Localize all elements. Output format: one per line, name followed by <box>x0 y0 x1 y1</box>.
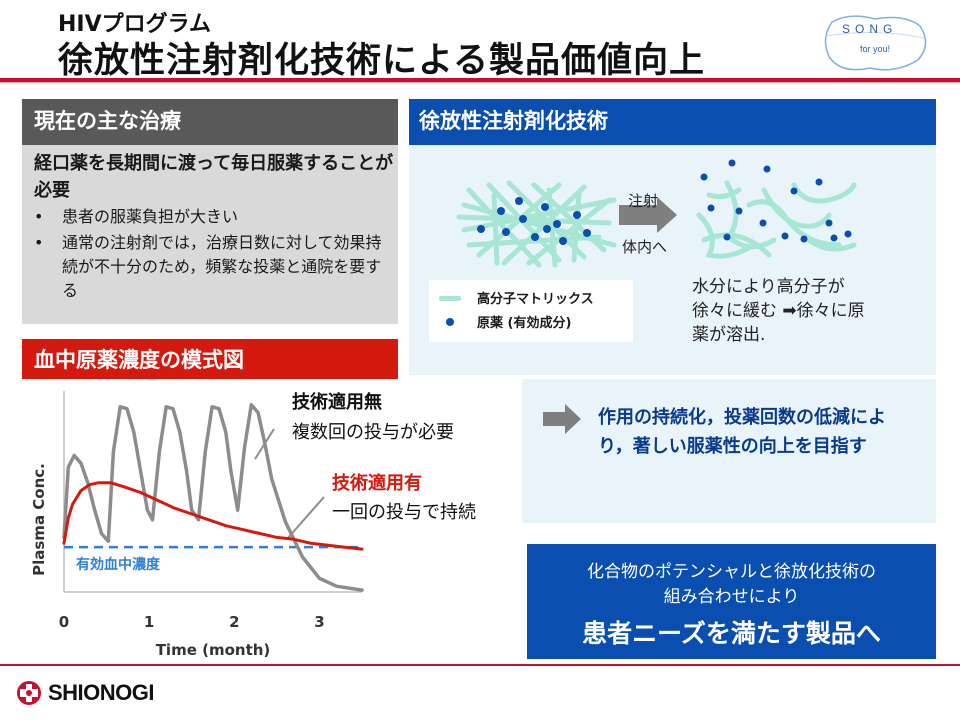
drug-legend-swatch <box>446 318 454 326</box>
technology-heading: 徐放性注射剤化技術 <box>409 99 936 145</box>
matrix-legend-swatch <box>439 296 461 301</box>
conclusion-line-2: 組み合わせにより <box>663 587 800 607</box>
x-tick-label: 1 <box>144 613 154 631</box>
no-tech-description: 複数回の投与が必要 <box>292 422 454 443</box>
x-tick-label: 0 <box>59 613 69 631</box>
page-title: 徐放性注射剤化技術による製品価値向上 <box>58 41 705 81</box>
no-tech-title: 技術適用無 <box>292 392 382 413</box>
concentration-chart: 有効血中濃度 0 1 2 3 Time (month) Plasma Conc. <box>30 391 364 659</box>
series-line-no-tech <box>62 403 364 592</box>
current-treatment-heading: 現在の主な治療 <box>22 99 398 145</box>
with-tech-pointer <box>286 496 325 540</box>
with-tech-description: 一回の投与で持続 <box>332 502 476 523</box>
y-axis-title: Plasma Conc. <box>30 463 48 576</box>
header-divider-shadow <box>0 82 960 83</box>
diagram-legend <box>429 280 633 342</box>
series-line-with-tech <box>62 481 364 551</box>
drug-particles-after <box>700 159 852 243</box>
mechanism-description: 水分により高分子が徐々に緩む ➡徐々に原薬が溶出. <box>692 277 865 345</box>
song-badge-tagline: for you! <box>860 44 891 54</box>
matrix-legend-label: 高分子マトリックス <box>477 292 594 307</box>
current-treatment-lead: 経口薬を長期間に渡って毎日服薬することが必要 <box>34 153 394 201</box>
song-badge-label: SONG <box>842 22 898 36</box>
into-body-label: 体内へ <box>622 238 668 256</box>
drug-legend-label: 原薬 (有効成分) <box>477 316 572 331</box>
conclusion-line-1: 化合物のポテンシャルと徐放化技術の <box>587 562 876 582</box>
effect-statement: 作用の持続化，投薬回数の低減により，著しい服薬性の向上を目指す <box>598 407 886 457</box>
drug-particles-before <box>477 197 591 245</box>
conclusion-headline: 患者ニーズを満たす製品へ <box>582 619 881 648</box>
bullet-item: 通常の注射剤では，治療日数に対して効果持続が不十分のため，頻繁な投薬と通院を要す… <box>28 231 390 303</box>
effect-arrow-icon <box>543 404 581 434</box>
program-subtitle: HIVプログラム <box>58 12 211 37</box>
footer-divider <box>0 664 960 666</box>
company-logo-text: SHIONOGI <box>48 680 155 705</box>
loosened-matrix-icon <box>696 180 857 259</box>
song-badge-icon <box>824 15 927 71</box>
current-treatment-bullets: 患者の服薬負担が大きい 通常の注射剤では，治療日数に対して効果持続が不十分のため… <box>28 205 390 305</box>
chart-labels: 有効血中濃度 0 1 2 3 Time (month) Plasma Conc. <box>30 463 325 659</box>
effective-level-label: 有効血中濃度 <box>76 556 161 573</box>
chart-series <box>62 403 364 592</box>
x-tick-label: 2 <box>229 613 239 631</box>
with-tech-title: 技術適用有 <box>332 473 422 494</box>
conclusion-panel <box>527 544 936 659</box>
release-mechanism-diagram <box>456 159 857 268</box>
shionogi-logo-icon <box>17 681 41 705</box>
effect-panel <box>522 379 936 523</box>
graph-heading: 血中原薬濃度の模式図 <box>22 339 398 379</box>
header-divider <box>0 78 960 82</box>
x-axis-title: Time (month) <box>156 641 271 659</box>
dense-matrix-icon <box>456 180 617 268</box>
inject-label: 注射 <box>628 192 659 210</box>
inject-arrow-icon <box>619 197 677 233</box>
bullet-item: 患者の服薬負担が大きい <box>28 205 390 229</box>
x-tick-label: 3 <box>314 613 324 631</box>
graph-panel <box>22 379 506 661</box>
